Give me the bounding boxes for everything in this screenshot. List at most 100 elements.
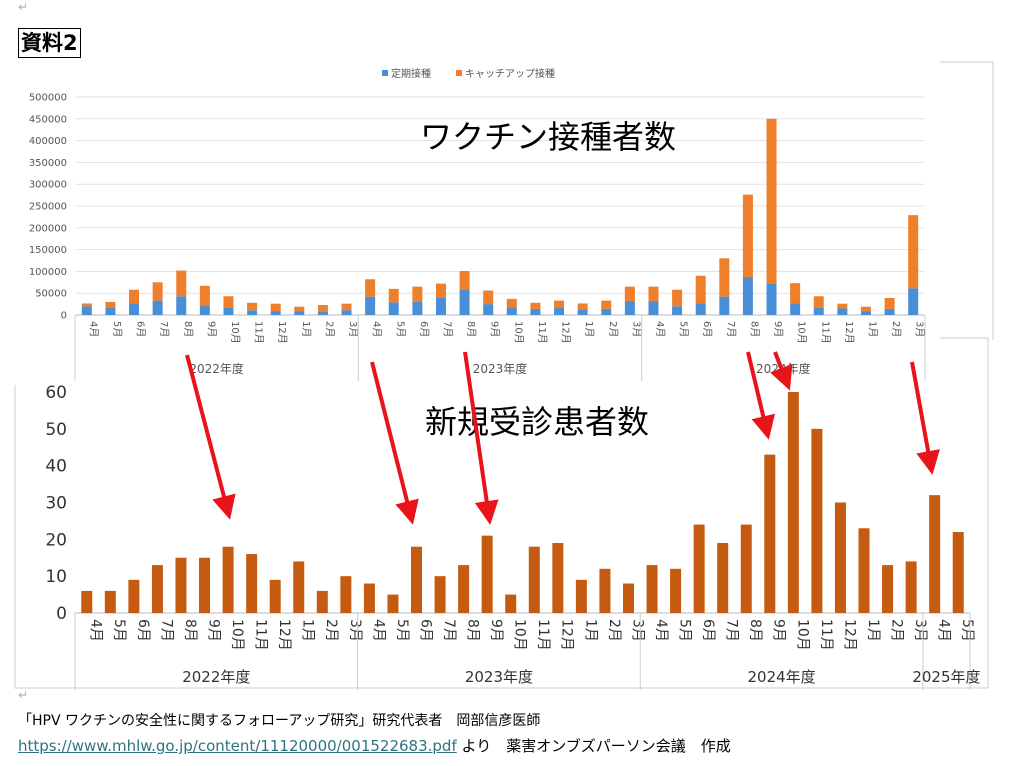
x-tick-label: 12月	[276, 321, 288, 344]
y-tick-label: 250000	[29, 202, 67, 213]
bar	[554, 300, 565, 308]
bar	[222, 546, 234, 613]
credit-line: 「HPV ワクチンの安全性に関するフォローアップ研究」研究代表者 岡部信彦医師	[18, 710, 540, 730]
y-tick-label: 10	[45, 567, 67, 587]
paragraph-mark: ↵	[18, 0, 29, 14]
bar	[575, 579, 587, 613]
bar	[317, 311, 328, 315]
legend-label-routine: 定期接種	[391, 67, 431, 80]
bar	[742, 277, 753, 315]
bar	[766, 283, 777, 315]
bar	[719, 258, 730, 297]
x-tick-label: 10月	[794, 619, 810, 651]
group-label: 2024年度	[747, 668, 815, 686]
x-tick-label: 10月	[229, 619, 245, 651]
x-tick-label: 3月	[347, 321, 359, 337]
bar	[837, 303, 848, 309]
x-tick-label: 4月	[88, 619, 104, 642]
bar	[363, 583, 375, 613]
x-tick-label: 8月	[182, 619, 198, 642]
bar	[695, 275, 706, 304]
x-tick-label: 6月	[417, 619, 433, 642]
y-tick-label: 40	[45, 457, 67, 477]
bar	[554, 307, 565, 315]
bar	[577, 309, 588, 315]
vaccination-chart: 0 50000 100000 150000 200000 250000 300000 3500…	[29, 93, 926, 381]
x-tick-label: 1月	[866, 321, 878, 337]
x-tick-label: 1月	[300, 619, 316, 642]
source-line: https://www.mhlw.go.jp/content/11120000/…	[18, 735, 731, 756]
bar	[481, 535, 493, 613]
bar	[81, 590, 93, 613]
x-tick-label: 10月	[229, 321, 241, 344]
bar	[764, 454, 776, 613]
bar	[459, 289, 470, 315]
bar	[246, 554, 258, 613]
bar	[412, 301, 423, 315]
x-tick-label: 9月	[772, 321, 784, 337]
x-tick-label: 12月	[560, 321, 572, 344]
x-tick-label: 7月	[725, 321, 737, 337]
x-tick-label: 11月	[253, 619, 269, 651]
bar	[223, 307, 234, 315]
source-link[interactable]: https://www.mhlw.go.jp/content/11120000/…	[18, 737, 457, 755]
bar	[176, 270, 187, 297]
y-tick-label: 500000	[29, 93, 67, 104]
bar	[105, 307, 116, 315]
group-label: 2022年度	[182, 668, 250, 686]
bar	[129, 289, 140, 304]
y-tick-label: 100000	[29, 267, 67, 278]
bar	[693, 524, 705, 613]
red-arrow	[746, 351, 775, 440]
x-tick-label: 6月	[418, 321, 430, 337]
x-tick-label: 5月	[676, 619, 692, 642]
x-tick-label: 11月	[535, 619, 551, 651]
bar	[528, 546, 540, 613]
x-tick-label: 5月	[959, 619, 975, 642]
x-tick-label: 12月	[276, 619, 292, 651]
y-tick-label: 60	[45, 383, 67, 403]
x-tick-label: 9月	[488, 619, 504, 642]
bar	[199, 285, 210, 306]
y-tick-label: 300000	[29, 180, 67, 191]
x-tick-label: 11月	[819, 321, 831, 344]
x-tick-label: 5月	[394, 619, 410, 642]
bar	[695, 303, 706, 315]
x-tick-label: 12月	[559, 619, 575, 651]
bar	[858, 528, 870, 613]
x-tick-label: 1月	[865, 619, 881, 642]
x-tick-label: 10月	[512, 619, 528, 651]
paragraph-mark: ↵	[18, 688, 29, 702]
bar	[458, 565, 470, 613]
bar	[129, 303, 140, 315]
group-label: 2025年度	[912, 668, 980, 686]
bar	[105, 301, 116, 308]
bar	[199, 557, 211, 613]
bar	[552, 543, 564, 613]
bar	[622, 583, 634, 613]
bar	[884, 297, 895, 309]
x-tick-label: 2月	[323, 321, 335, 337]
bar	[505, 594, 517, 613]
bar	[412, 286, 423, 302]
bar	[646, 565, 658, 613]
y-tick-label: 450000	[29, 114, 67, 125]
bar	[742, 194, 753, 278]
bar	[365, 279, 376, 297]
bar	[459, 270, 470, 290]
bar	[269, 579, 281, 613]
x-tick-label: 8月	[465, 321, 477, 337]
bar	[601, 300, 612, 309]
bar	[905, 561, 917, 613]
bar	[506, 298, 517, 308]
legend-swatch-catchup	[456, 70, 462, 76]
bar	[837, 308, 848, 315]
y-tick-label: 50000	[35, 289, 67, 300]
bar	[787, 392, 799, 613]
x-tick-label: 6月	[701, 321, 713, 337]
y-tick-label: 0	[56, 604, 67, 624]
bar	[104, 590, 116, 613]
x-tick-label: 3月	[629, 619, 645, 642]
x-tick-label: 4月	[87, 321, 99, 337]
bar	[908, 215, 919, 289]
